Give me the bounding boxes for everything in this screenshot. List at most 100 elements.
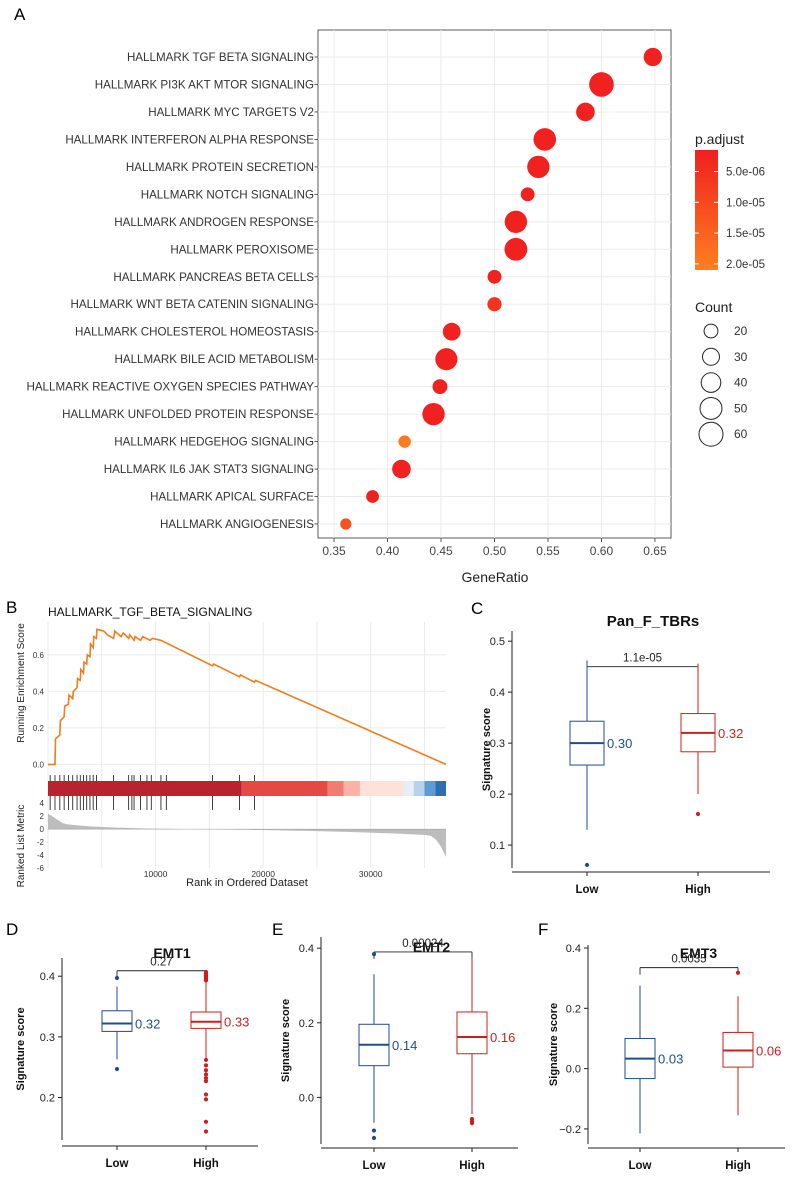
count-legend-label: 40 [734,376,748,390]
panel-d-label: D [6,920,18,939]
box-outlier [203,1057,209,1063]
count-legend-label: 60 [734,427,748,441]
box-median-label: 0.14 [392,1038,417,1053]
boxplot-y-tick-label: 0.2 [566,1003,581,1015]
count-legend-title: Count [695,299,732,315]
gsea-heat-segment [413,781,425,796]
dotplot-point [504,210,528,234]
box-outlier [371,952,377,957]
gsea-heat-segment [343,781,360,796]
dotplot-point [487,297,502,312]
boxplot-y-tick-label: −0.2 [559,1124,581,1136]
padj-colorbar [695,150,718,270]
gsea-x-tick-label: 30000 [359,869,383,879]
box-outlier [203,1072,209,1077]
gsea-metric-tick-label: 4 [40,799,45,808]
dotplot-point [442,322,461,341]
box-outlier [203,1119,209,1124]
dotplot-point [576,102,595,122]
dotplot-x-tick-label: 0.55 [536,544,560,558]
count-legend-circle [703,323,719,339]
dotplot-point [487,269,502,284]
dotplot-term-label: HALLMARK PANCREAS BETA CELLS [113,271,314,284]
boxplot-y-label: Signature score [280,999,292,1082]
boxplot-pan-f-tbrs: Pan_F_TBRs 0.1 0.2 0.3 0.4 0.5 Signature score… [481,613,770,896]
dotplot-term-labels: HALLMARK TGF BETA SIGNALING HALLMARK PI3K… [26,51,318,531]
box-iqr [101,1010,133,1032]
box-outlier [203,1068,209,1073]
gsea-heat-segment [327,781,344,796]
dotplot-term-label: HALLMARK BILE ACID METABOLISM [114,353,314,366]
box-outlier [371,1135,377,1141]
p-value-label: 1.1e-05 [623,653,662,665]
boxplot-y-tick-label: 0.3 [490,738,505,750]
dotplot-point [527,155,550,179]
dotplot-x-tick-label: 0.60 [590,544,614,558]
box-median-label: 0.16 [490,1030,515,1045]
dotplot-point [392,459,411,479]
box-median-label: 0.30 [607,736,632,751]
gsea-metric-tick-label: -6 [37,864,45,873]
dotplot-point [589,72,614,97]
boxplot-y-label: Signature score [481,708,493,791]
count-legend-circle [702,347,720,366]
dotplot-term-label: HALLMARK IL6 JAK STAT3 SIGNALING [104,463,314,476]
boxplot-y-tick-label: 0.4 [490,687,505,699]
boxplot-x-tick-label: Low [363,1160,386,1172]
gsea-x-axis: 10000 20000 30000 [144,869,383,879]
padj-colorbar-labels: 5.0e-06 1.0e-05 1.5e-05 2.0e-05 [695,167,765,271]
padj-colorbar-label: 1.0e-05 [726,197,765,209]
gsea-es-axis: 0.0 0.2 0.4 0.6 [33,651,45,770]
p-value-label: 0.0035 [671,954,706,966]
box-outlier [203,1129,209,1134]
dotplot-x-tick-label: 0.50 [483,544,507,558]
gsea-metric-tick-label: 0 [40,825,45,834]
dotplot-point [435,348,458,371]
gsea-x-tick-label: 10000 [144,869,168,879]
gsea-heat-segment [241,781,328,796]
box-iqr [456,1011,488,1055]
gsea-metric-tick-label: -4 [37,851,45,860]
box-outlier [203,1097,209,1102]
panel-c-label: C [471,599,483,618]
boxplot-y-tick-label: 0.5 [490,636,505,648]
boxplot-x-tick-label: High [685,884,711,896]
gsea-title: HALLMARK_TGF_BETA_SIGNALING [48,605,253,619]
running-enrichment-score-line [48,628,447,766]
p-value-label: 0.27 [150,957,172,969]
count-legend-items: 20 30 40 50 60 [698,323,748,447]
gsea-es-tick-label: 0.6 [33,651,45,660]
dotplot-term-label: HALLMARK HEDGEHOG SIGNALING [114,436,314,449]
boxplot-y-tick-label: 0.3 [40,1032,55,1044]
panel-b-label: B [6,598,17,617]
dotplot-point [340,518,352,530]
panel-f-label: F [538,920,548,939]
dotplot-point [533,128,557,151]
dotplot-term-label: HALLMARK UNFOLDED PROTEIN RESPONSE [62,408,314,421]
dotplot-term-label: HALLMARK APICAL SURFACE [150,491,314,504]
box-median-label: 0.32 [718,726,743,741]
boxplot-y-tick-label: 0.4 [40,971,55,983]
dotplot-x-label: GeneRatio [462,569,529,585]
box-outlier [469,1121,475,1126]
panel-f: F EMT3 −0.2 0.0 0.2 0.4 Signature score 0.0035… [538,920,785,1172]
boxplot-y-label: Signature score [15,1007,27,1090]
boxplot-y-tick-label: 0.1 [490,840,505,852]
boxplot-y-label: Signature score [548,1003,560,1086]
dotplot-term-label: HALLMARK CHOLESTEROL HOMEOSTASIS [75,326,314,339]
boxplot-emt1: EMT1 0.2 0.3 0.4 Signature score 0.27 0.32 Low 0… [15,945,258,1170]
dotplot-x-tick-label: 0.65 [643,544,667,558]
count-legend-circle [699,396,723,420]
gsea-heat-segment [402,781,414,796]
gsea-heat-segment [435,781,446,796]
dotplot-x-tick-label: 0.45 [429,544,453,558]
boxplot-y-tick-label: 0.4 [566,943,581,955]
boxplot-x-tick-label: High [725,1160,751,1172]
boxplot-title: EMT1 [153,945,191,961]
dotplot-term-label: HALLMARK TGF BETA SIGNALING [127,51,314,64]
boxplot-x-tick-label: Low [576,884,599,896]
panel-d: D EMT1 0.2 0.3 0.4 Signature score 0.27 0.32 Lo… [6,920,258,1170]
gsea-es-tick-label: 0.0 [33,760,45,769]
panel-a: A HALLMARK TGF BETA SIGNALING HALLMARK PI… [14,5,765,585]
